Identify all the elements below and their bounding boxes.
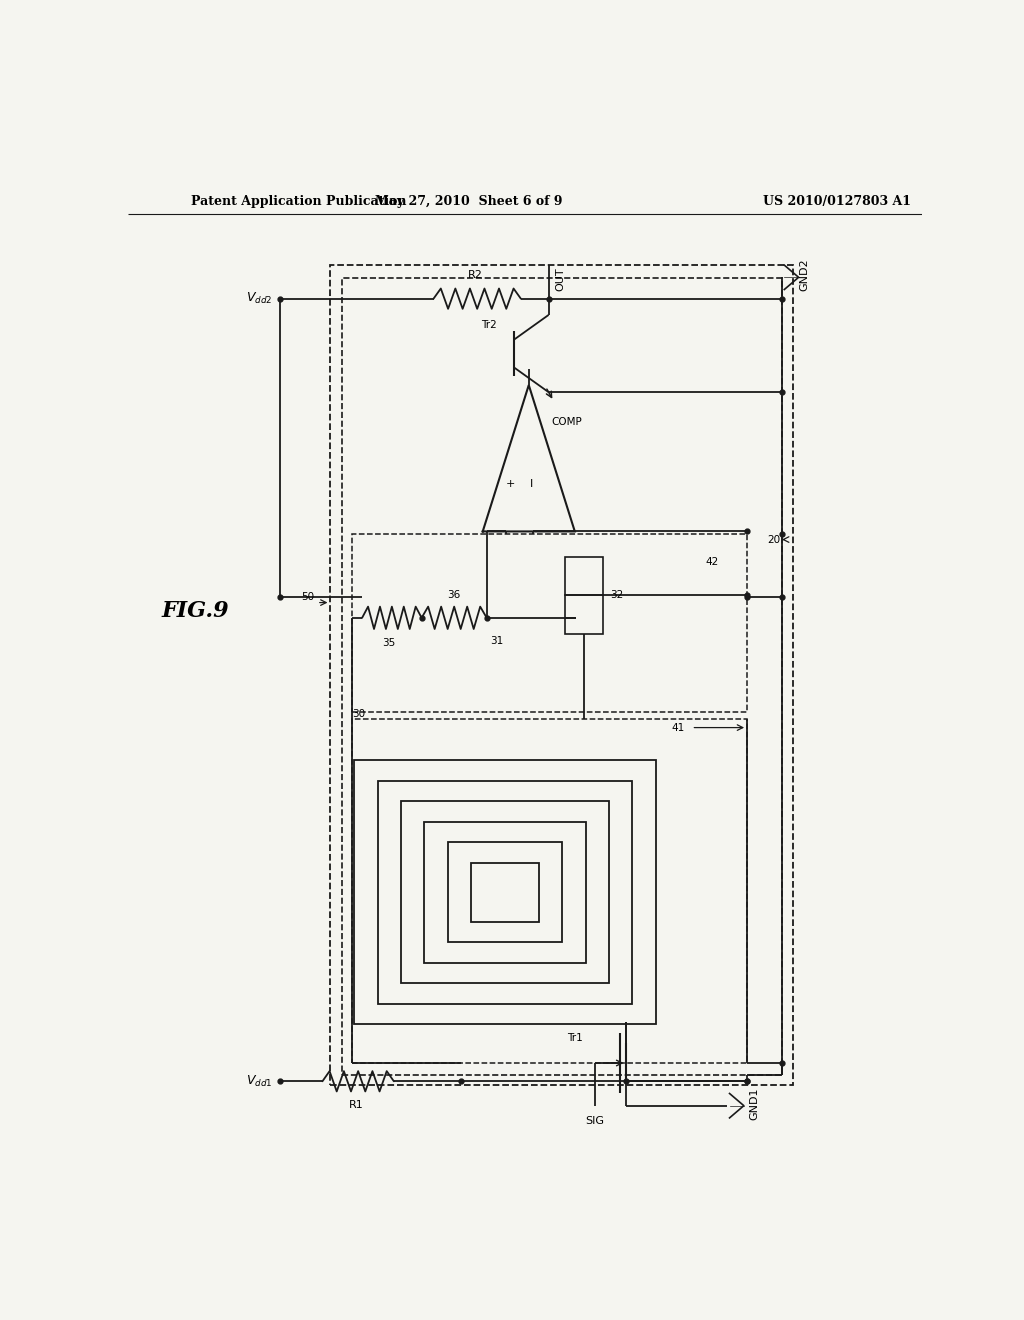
Bar [401, 801, 609, 983]
Text: 41: 41 [672, 722, 685, 733]
Text: 32: 32 [609, 590, 623, 601]
Bar [471, 862, 539, 921]
Bar [424, 821, 586, 962]
Text: Patent Application Publication: Patent Application Publication [191, 194, 407, 207]
Text: FIG.9: FIG.9 [162, 599, 229, 622]
Text: $V_{dd1}$: $V_{dd1}$ [246, 1073, 272, 1089]
Text: R2: R2 [468, 271, 483, 280]
Bar [331, 265, 793, 1085]
Bar [565, 557, 603, 595]
Text: US 2010/0127803 A1: US 2010/0127803 A1 [763, 194, 911, 207]
Bar [378, 780, 633, 1005]
Text: Tr2: Tr2 [481, 319, 497, 330]
Text: GND1: GND1 [750, 1088, 760, 1119]
Text: 50: 50 [301, 593, 314, 602]
Text: I: I [529, 479, 532, 488]
Bar [342, 279, 782, 1076]
Text: $V_{dd2}$: $V_{dd2}$ [246, 292, 272, 306]
Text: +: + [506, 479, 515, 488]
Text: COMP: COMP [552, 417, 583, 426]
Text: 30: 30 [352, 709, 366, 719]
Text: May 27, 2010  Sheet 6 of 9: May 27, 2010 Sheet 6 of 9 [376, 194, 563, 207]
Bar [354, 760, 655, 1024]
Text: Tr1: Tr1 [567, 1032, 583, 1043]
Text: 42: 42 [706, 557, 719, 566]
Text: 20: 20 [767, 535, 780, 545]
Text: SIG: SIG [585, 1115, 604, 1126]
Text: OUT: OUT [555, 267, 565, 290]
Text: GND2: GND2 [800, 257, 809, 290]
Bar [352, 535, 748, 713]
Text: 36: 36 [446, 590, 460, 599]
Text: 31: 31 [489, 636, 503, 645]
Text: 35: 35 [382, 638, 395, 648]
Bar [565, 595, 603, 634]
Bar [447, 842, 562, 942]
Text: R1: R1 [349, 1100, 364, 1110]
Bar [352, 719, 748, 1063]
